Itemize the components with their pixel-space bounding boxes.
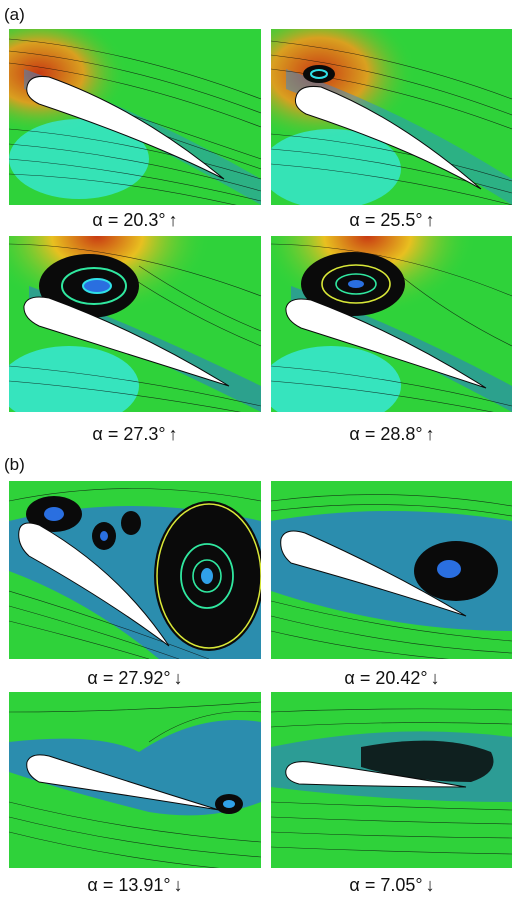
flow-panel-a4	[271, 236, 512, 412]
caption-b3: α = 13.91° ↓	[9, 875, 261, 895]
alpha-value: α = 28.8°	[349, 424, 423, 444]
alpha-value: α = 27.92°	[87, 668, 171, 688]
flow-panel-a3	[9, 236, 261, 412]
alpha-value: α = 27.3°	[92, 424, 166, 444]
flow-panel-b3	[9, 692, 261, 868]
alpha-value: α = 20.42°	[344, 668, 428, 688]
alpha-value: α = 20.3°	[92, 210, 166, 230]
caption-a1: α = 20.3° ↑	[9, 210, 261, 230]
alpha-value: α = 7.05°	[349, 875, 423, 895]
pitch-direction-icon: ↑	[168, 210, 178, 230]
section-a-label: (a)	[4, 5, 25, 24]
caption-a4: α = 28.8° ↑	[266, 424, 512, 444]
flow-panel-a1	[9, 29, 261, 205]
flow-panel-b1	[9, 481, 261, 659]
pitch-direction-icon: ↑	[425, 210, 435, 230]
caption-a2: α = 25.5° ↑	[266, 210, 512, 230]
alpha-value: α = 25.5°	[349, 210, 423, 230]
flow-panel-b4	[271, 692, 512, 868]
caption-b4: α = 7.05° ↓	[266, 875, 512, 895]
alpha-value: α = 13.91°	[87, 875, 171, 895]
caption-b2: α = 20.42° ↓	[266, 668, 512, 688]
flow-panel-b2	[271, 481, 512, 659]
flow-panel-a2	[271, 29, 512, 205]
pitch-direction-icon: ↓	[173, 875, 183, 895]
caption-b1: α = 27.92° ↓	[9, 668, 261, 688]
pitch-direction-icon: ↓	[425, 875, 435, 895]
pitch-direction-icon: ↑	[425, 424, 435, 444]
pitch-direction-icon: ↓	[173, 668, 183, 688]
pitch-direction-icon: ↑	[168, 424, 178, 444]
caption-a3: α = 27.3° ↑	[9, 424, 261, 444]
section-b-label: (b)	[4, 455, 25, 474]
pitch-direction-icon: ↓	[430, 668, 440, 688]
